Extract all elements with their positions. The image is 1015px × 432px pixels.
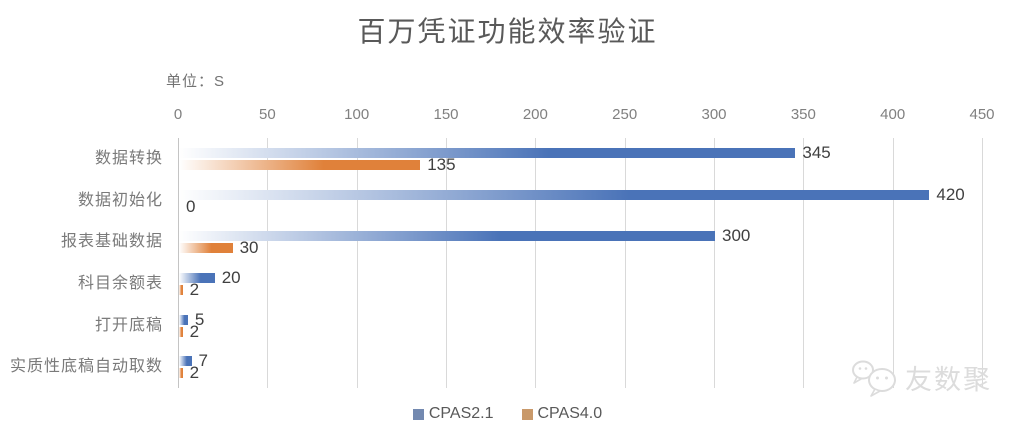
value-label-CPAS2.1: 5 bbox=[194, 309, 205, 329]
wechat-icon bbox=[850, 356, 900, 398]
category-label: 数据初始化 bbox=[77, 191, 163, 209]
gridline-x-450 bbox=[982, 138, 983, 388]
gridline-x-200 bbox=[535, 138, 537, 388]
gridline-x-100 bbox=[356, 138, 358, 388]
bar-CPAS4.0 bbox=[179, 368, 183, 379]
category-axis: 数据转换数据初始化报表基础数据科目余额表打开底稿实质性底稿自动取数 bbox=[0, 138, 166, 388]
plot-area: 345 135 420 0 300 30 20 2 5 2 7 2 bbox=[178, 138, 983, 388]
bar-CPAS2.1 bbox=[179, 272, 215, 283]
x-tick-label: 100 bbox=[344, 106, 370, 123]
x-tick-label: 50 bbox=[258, 106, 276, 123]
value-label-CPAS4.0: 2 bbox=[189, 363, 200, 383]
gridline-x-50 bbox=[267, 138, 269, 388]
value-label-CPAS2.1: 345 bbox=[802, 142, 831, 162]
x-tick-label: 200 bbox=[522, 106, 548, 123]
gridline-x-0 bbox=[178, 138, 179, 388]
x-tick-label: 0 bbox=[173, 106, 183, 123]
x-tick-label: 450 bbox=[969, 106, 995, 123]
legend-swatch bbox=[521, 408, 533, 420]
x-tick-label: 150 bbox=[433, 106, 459, 123]
legend-label: CPAS2.1 bbox=[428, 405, 494, 422]
watermark-text: 友数聚 bbox=[905, 364, 992, 395]
legend-item: CPAS2.1 bbox=[412, 405, 494, 423]
chart-title: 百万凭证功能效率验证 bbox=[357, 16, 658, 47]
category-label: 数据转换 bbox=[94, 149, 163, 167]
category-label: 实质性底稿自动取数 bbox=[9, 358, 163, 376]
value-label-CPAS4.0: 2 bbox=[189, 279, 200, 299]
value-label-CPAS2.1: 420 bbox=[936, 184, 965, 204]
legend: CPAS2.1 CPAS4.0 bbox=[0, 405, 1015, 423]
x-tick-label: 350 bbox=[790, 106, 816, 123]
legend-label: CPAS4.0 bbox=[537, 405, 603, 422]
category-label: 打开底稿 bbox=[94, 316, 163, 334]
category-label: 报表基础数据 bbox=[60, 233, 163, 251]
x-tick-label: 250 bbox=[612, 106, 638, 123]
value-label-CPAS4.0: 2 bbox=[189, 321, 200, 341]
watermark: 友数聚 bbox=[850, 356, 992, 398]
gridline-x-300 bbox=[714, 138, 715, 388]
bar-CPAS4.0 bbox=[179, 243, 233, 254]
unit-label: 单位：S bbox=[166, 73, 226, 90]
legend-item: CPAS4.0 bbox=[521, 405, 603, 423]
bar-CPAS4.0 bbox=[179, 159, 421, 170]
value-label-CPAS2.1: 20 bbox=[221, 267, 241, 287]
category-label: 科目余额表 bbox=[77, 274, 163, 292]
x-tick-label: 400 bbox=[880, 106, 906, 123]
bar-CPAS4.0 bbox=[179, 326, 183, 337]
bar-CPAS2.1 bbox=[179, 314, 188, 325]
bar-CPAS2.1 bbox=[179, 231, 715, 242]
gridline-x-400 bbox=[892, 138, 894, 388]
legend-swatch bbox=[412, 408, 424, 420]
gridline-x-350 bbox=[803, 138, 805, 388]
bar-CPAS4.0 bbox=[179, 284, 183, 295]
bar-CPAS2.1 bbox=[179, 147, 796, 158]
x-tick-label: 300 bbox=[701, 106, 727, 123]
bar-CPAS2.1 bbox=[179, 189, 930, 200]
bar-CPAS2.1 bbox=[179, 356, 192, 367]
value-label-CPAS4.0: 135 bbox=[427, 154, 456, 174]
gridline-x-150 bbox=[446, 138, 447, 388]
value-label-CPAS2.1: 300 bbox=[722, 226, 751, 246]
value-label-CPAS4.0: 30 bbox=[239, 238, 259, 258]
gridline-x-250 bbox=[624, 138, 626, 388]
value-label-CPAS2.1: 7 bbox=[198, 351, 208, 371]
value-label-CPAS4.0: 0 bbox=[186, 196, 196, 216]
